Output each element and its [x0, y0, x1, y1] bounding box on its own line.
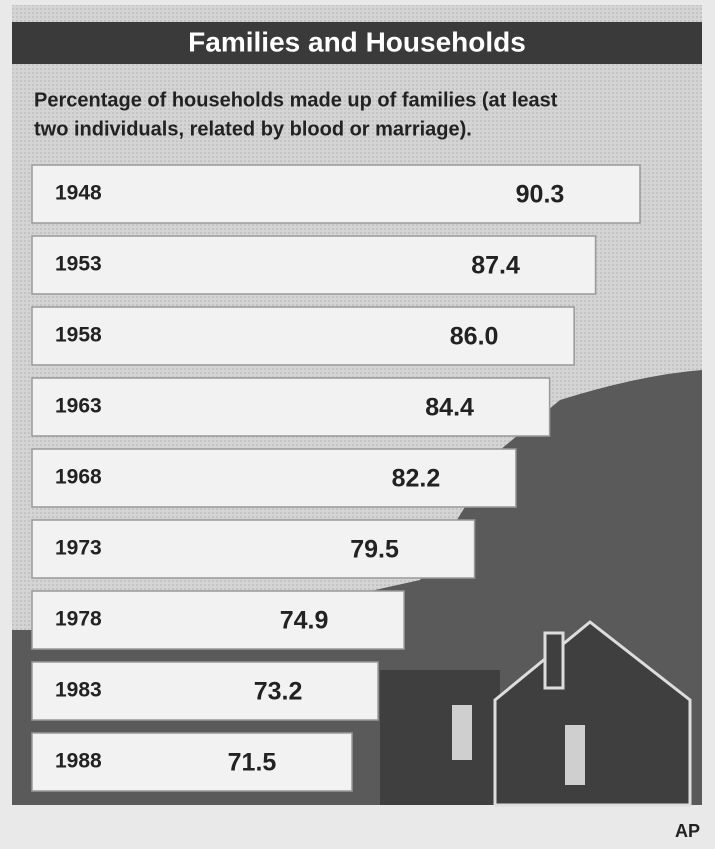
source: AP [675, 821, 700, 841]
category-label: 1978 [55, 608, 102, 631]
value-label: 87.4 [471, 252, 520, 280]
subtitle: two individuals, related by blood or mar… [34, 118, 472, 140]
category-label: 1958 [55, 324, 102, 347]
bar [32, 449, 516, 507]
category-label: 1988 [55, 750, 102, 773]
chart-title: Families and Households [188, 26, 526, 57]
value-label: 74.9 [280, 607, 329, 635]
value-label: 90.3 [516, 181, 565, 209]
category-label: 1948 [55, 182, 102, 205]
value-label: 73.2 [254, 678, 303, 706]
value-label: 84.4 [425, 394, 474, 422]
house-left [380, 670, 500, 805]
chimney [545, 633, 563, 688]
value-label: 79.5 [350, 536, 399, 564]
value-label: 71.5 [228, 749, 277, 777]
category-label: 1963 [55, 395, 102, 418]
subtitle: Percentage of households made up of fami… [34, 89, 558, 111]
window [565, 725, 585, 785]
window [452, 705, 472, 760]
chart: Families and Households Percentage of ho… [0, 0, 715, 849]
category-label: 1968 [55, 466, 102, 489]
category-label: 1953 [55, 253, 102, 276]
value-label: 82.2 [392, 465, 441, 493]
category-label: 1973 [55, 537, 102, 560]
value-label: 86.0 [450, 323, 499, 351]
category-label: 1983 [55, 679, 102, 702]
